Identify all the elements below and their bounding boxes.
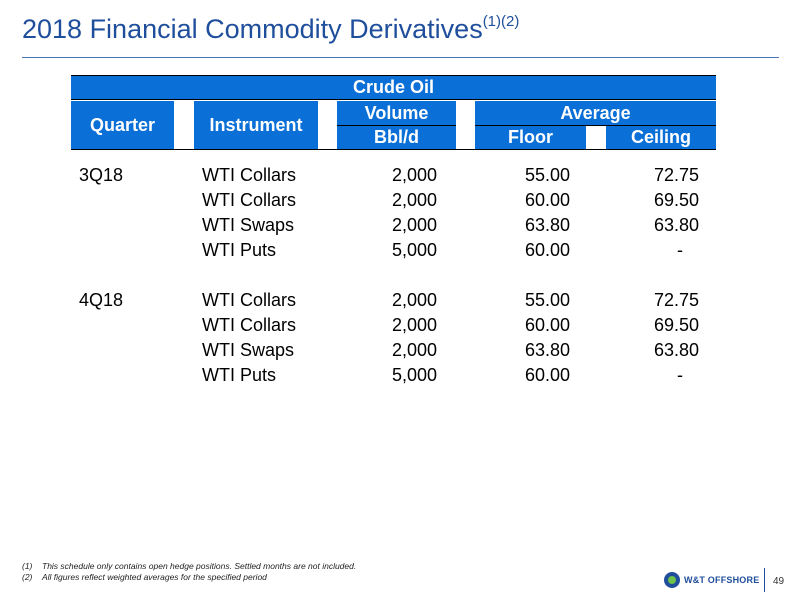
header-quarter: Quarter <box>71 101 174 149</box>
cell-volume: 2,000 <box>391 315 437 335</box>
header-bottom-rule <box>71 149 716 150</box>
page-title: 2018 Financial Commodity Derivatives(1)(… <box>22 13 520 45</box>
logo-text: W&T OFFSHORE <box>684 575 760 585</box>
title-footnote-ref: (1)(2) <box>482 13 520 30</box>
cell-quarter: 4Q18 <box>79 290 124 310</box>
cell-ceiling: 63.80 <box>653 340 699 360</box>
cell-ceiling: 72.75 <box>653 165 699 185</box>
cell-ceiling: 69.50 <box>653 315 699 335</box>
cell-instrument: WTI Puts <box>202 240 277 260</box>
title-rule <box>22 57 779 58</box>
cell-ceiling: 69.50 <box>653 190 699 210</box>
header-average-divider <box>475 125 716 126</box>
cell-ceiling: - <box>677 365 683 385</box>
cell-quarter: 3Q18 <box>79 165 124 185</box>
cell-floor: 60.00 <box>524 240 570 260</box>
cell-instrument: WTI Swaps <box>202 340 295 360</box>
page-number: 49 <box>773 576 785 587</box>
cell-floor: 63.80 <box>524 215 570 235</box>
cell-ceiling: - <box>677 240 683 260</box>
cell-volume: 2,000 <box>391 215 437 235</box>
header-volume: Volume <box>337 101 456 125</box>
cell-floor: 60.00 <box>524 190 570 210</box>
cell-floor: 55.00 <box>524 165 570 185</box>
cell-volume: 5,000 <box>391 365 437 385</box>
cell-instrument: WTI Swaps <box>202 215 295 235</box>
cell-floor: 55.00 <box>524 290 570 310</box>
cell-volume: 2,000 <box>391 340 437 360</box>
footnotes: (1) This schedule only contains open hedg… <box>22 561 356 583</box>
cell-floor: 60.00 <box>524 365 570 385</box>
header-ceiling: Ceiling <box>606 126 716 149</box>
cell-instrument: WTI Collars <box>202 190 296 210</box>
cell-instrument: WTI Collars <box>202 165 296 185</box>
cell-floor: 60.00 <box>524 315 570 335</box>
cell-ceiling: 72.75 <box>653 290 699 310</box>
logo-globe-icon <box>664 572 680 588</box>
header-crude-oil: Crude Oil <box>71 75 716 99</box>
cell-volume: 2,000 <box>391 190 437 210</box>
cell-ceiling: 63.80 <box>653 215 699 235</box>
company-logo: W&T OFFSHORE <box>664 570 760 590</box>
cell-instrument: WTI Collars <box>202 315 296 335</box>
page-title-text: 2018 Financial Commodity Derivatives <box>22 14 483 44</box>
cell-volume: 5,000 <box>391 240 437 260</box>
header-instrument: Instrument <box>194 101 318 149</box>
header-mid-rule <box>71 99 716 100</box>
footnote-2: (2) All figures reflect weighted averages… <box>22 572 267 582</box>
header-volume-unit: Bbl/d <box>337 126 456 149</box>
footer-divider <box>764 568 765 592</box>
cell-floor: 63.80 <box>524 340 570 360</box>
cell-volume: 2,000 <box>391 165 437 185</box>
header-average: Average <box>475 101 716 125</box>
header-top-rule <box>71 75 716 76</box>
header-floor: Floor <box>475 126 586 149</box>
footnote-1: (1) This schedule only contains open hedg… <box>22 561 357 571</box>
cell-instrument: WTI Collars <box>202 290 296 310</box>
cell-volume: 2,000 <box>391 290 437 310</box>
cell-instrument: WTI Puts <box>202 365 277 385</box>
header-volume-divider <box>337 125 456 126</box>
